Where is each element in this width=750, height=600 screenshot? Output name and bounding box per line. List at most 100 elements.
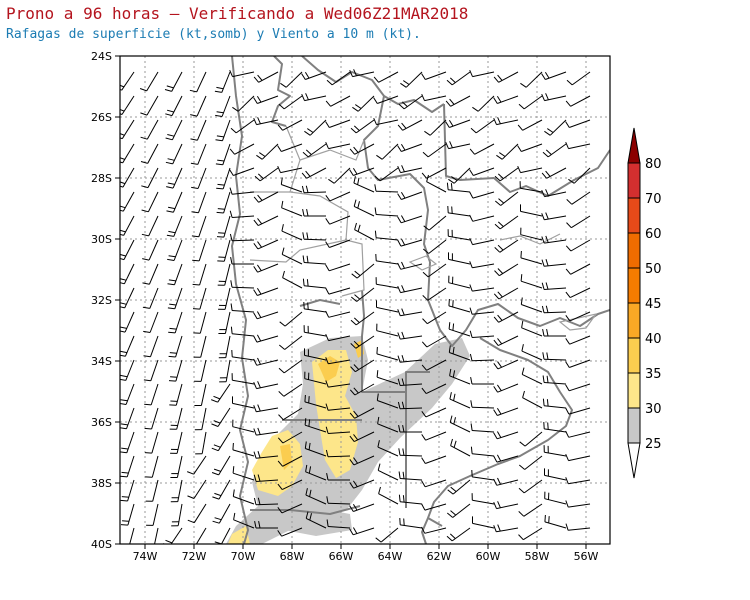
lon-label-64w: 64W xyxy=(378,550,403,563)
wind-barb xyxy=(200,359,207,382)
wind-barb-flag xyxy=(304,394,306,402)
wind-barb-flag xyxy=(493,409,498,416)
wind-barb-flag xyxy=(191,235,199,238)
wind-barb xyxy=(151,407,159,430)
wind-barb-flag xyxy=(421,411,427,418)
wind-barb xyxy=(146,95,159,116)
wind-barb xyxy=(281,207,303,217)
wind-barb-flag xyxy=(520,250,522,258)
wind-barb xyxy=(218,455,231,476)
wind-barb-flag xyxy=(191,211,199,214)
wind-barb-flag xyxy=(120,185,124,188)
wind-barb-flag xyxy=(325,449,329,457)
wind-barb-flag xyxy=(277,483,283,490)
wind-barb-flag xyxy=(497,524,501,532)
wind-barb-flag xyxy=(355,104,362,109)
wind-barb-flag xyxy=(354,270,361,276)
wind-barb-flag xyxy=(257,194,263,201)
wind-barb-flag xyxy=(213,420,221,424)
wind-barb-flag xyxy=(520,274,523,282)
wind-barb-flag xyxy=(352,167,358,175)
wind-barb-flag xyxy=(230,326,233,334)
wind-barb-flag xyxy=(565,315,571,322)
wind-barb-flag xyxy=(374,230,377,238)
wind-barb-flag xyxy=(545,149,552,155)
wind-barb-flag xyxy=(218,232,226,234)
wind-barb-flag xyxy=(547,128,554,133)
wind-barb-flag xyxy=(278,414,284,421)
wind-barb xyxy=(232,191,255,195)
wind-barb-flag xyxy=(349,482,355,489)
wind-barb-flag xyxy=(214,517,222,521)
wind-barb-flag xyxy=(325,403,329,411)
colorbar-label-50: 50 xyxy=(645,262,662,277)
wind-barb-flag xyxy=(256,311,262,318)
wind-barb xyxy=(569,287,591,299)
wind-barb xyxy=(201,407,207,430)
wind-barb-flag xyxy=(451,206,453,214)
wind-barb-flag xyxy=(469,353,473,361)
wind-barb-flag xyxy=(353,364,360,370)
wind-barb-flag xyxy=(376,393,379,401)
wind-barb-flag xyxy=(402,495,405,503)
wind-barb-flag xyxy=(257,117,261,124)
wind-barb xyxy=(520,257,543,265)
wind-barb-flag xyxy=(493,525,497,532)
wind-barb-flag xyxy=(374,175,381,182)
colorbar-label-80: 80 xyxy=(645,157,662,172)
lat-label-28s: 28S xyxy=(91,172,112,185)
wind-barb-flag xyxy=(257,218,263,225)
wind-barb-flag xyxy=(451,176,458,181)
wind-barb-flag xyxy=(469,237,473,245)
wind-barb-flag xyxy=(168,331,176,334)
wind-barb-flag xyxy=(397,165,401,173)
wind-barb-flag xyxy=(352,106,359,112)
wind-barb-flag xyxy=(397,239,402,247)
wind-barb xyxy=(375,190,399,193)
wind-barb-flag xyxy=(350,319,357,326)
wind-barb-flag xyxy=(469,169,474,176)
wind-barb xyxy=(193,479,207,499)
wind-barb xyxy=(568,383,591,392)
wind-barb-flag xyxy=(190,138,198,141)
wind-barb xyxy=(573,167,591,184)
wind-barb-flag xyxy=(376,346,378,354)
wind-barb-flag xyxy=(494,175,501,182)
wind-barb-flag xyxy=(541,259,545,267)
wind-barb-flag xyxy=(166,109,174,113)
wind-barb xyxy=(472,287,495,292)
wind-barb-flag xyxy=(166,186,174,189)
wind-barb-flag xyxy=(522,390,525,398)
wind-barb-flag xyxy=(165,539,173,544)
wind-barb-flag xyxy=(546,399,549,407)
wind-barb xyxy=(232,379,255,385)
wind-barb-flag xyxy=(120,399,128,402)
wind-barb-flag xyxy=(302,209,305,217)
wind-barb xyxy=(327,502,351,505)
wind-barb-flag xyxy=(326,473,329,481)
wind-barb-flag xyxy=(449,415,453,423)
wind-barb-flag xyxy=(445,121,450,128)
wind-barb-flag xyxy=(350,366,356,373)
wind-barb xyxy=(424,527,447,534)
wind-barb-flag xyxy=(168,230,176,234)
wind-barb-flag xyxy=(541,93,545,101)
wind-barb xyxy=(424,479,447,488)
wind-barb-flag xyxy=(565,291,571,298)
wind-barb-flag xyxy=(143,330,151,333)
wind-barb-flag xyxy=(453,440,457,448)
wind-barb-flag xyxy=(328,178,335,184)
wind-barb-flag xyxy=(452,300,454,308)
wind-barb-flag xyxy=(397,285,401,293)
wind-barb xyxy=(522,119,543,131)
wind-barb-flag xyxy=(215,163,223,166)
wind-barb-flag xyxy=(305,185,309,193)
wind-barb xyxy=(522,397,543,409)
wind-barb xyxy=(233,496,255,505)
wind-barb-flag xyxy=(398,425,401,433)
wind-barb-flag xyxy=(257,74,263,81)
wind-barb-flag xyxy=(566,79,573,86)
wind-barb-flag xyxy=(277,507,283,514)
wind-barb-flag xyxy=(144,452,152,454)
wind-barb-flag xyxy=(421,172,427,179)
